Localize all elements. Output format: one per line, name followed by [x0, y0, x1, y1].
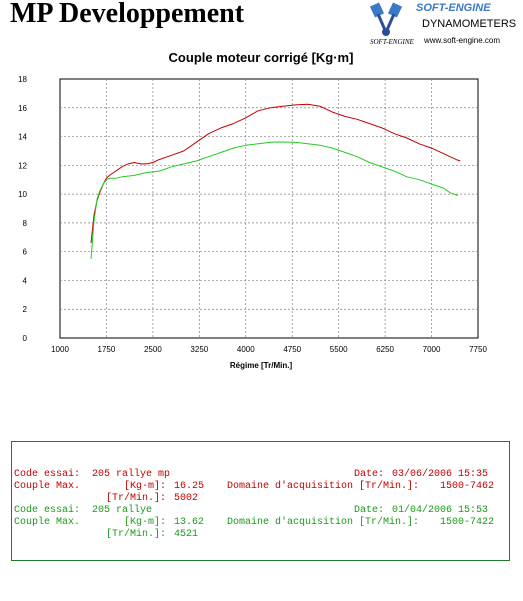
pistons-icon [369, 2, 403, 36]
x-tick-label: 5500 [330, 345, 348, 354]
record-1-line-3: [Tr/Min.]: 5002 [14, 493, 493, 505]
logo-url: www.soft-engine.com [423, 36, 500, 45]
y-tick-label: 6 [23, 248, 28, 257]
record-2-date-label: Date: [354, 505, 385, 516]
y-tick-label: 8 [23, 219, 28, 228]
x-tick-label: 2500 [144, 345, 162, 354]
logo-product: DYNAMOMETERS [422, 18, 516, 30]
series-line-2 [90, 141, 458, 259]
record-2-rpm-unit: [Tr/Min.]: [106, 529, 167, 540]
record-2-domain-value: 1500-7422 [440, 517, 495, 528]
page-title: MP Developpement [10, 0, 245, 29]
chart-title: Couple moteur corrigé [Kg·m] [169, 50, 354, 65]
record-2-couple-unit: [Kg·m]: [124, 517, 167, 528]
record-1-date-value: 03/06/2006 15:35 [392, 469, 489, 480]
x-tick-label: 6250 [376, 345, 394, 354]
y-tick-label: 12 [18, 161, 27, 170]
test-info-box: Code essai: 205 rallye mp Date: 03/06/20… [11, 441, 510, 561]
record-1-code-label: Code essai: [14, 469, 81, 480]
x-tick-label: 1750 [98, 345, 116, 354]
record-2-rpm-value: 4521 [174, 529, 199, 540]
x-tick-label: 7000 [423, 345, 441, 354]
soft-engine-logo: SOFT-ENGINE DYNAMOMETERS SOFT-ENGINE www… [369, 2, 516, 46]
record-2-line-3: [Tr/Min.]: 4521 [14, 529, 493, 541]
record-1-couple-label: Couple Max. [14, 481, 81, 492]
record-1-line-2: Couple Max. [Kg·m]: 16.25 Domaine d'acqu… [14, 481, 495, 493]
record-1-domain-label: Domaine d'acquisition [Tr/Min.]: [227, 481, 420, 492]
record-1-couple-unit: [Kg·m]: [124, 481, 167, 492]
record-2-date-value: 01/04/2006 15:53 [392, 505, 489, 516]
record-1-code-value: 205 rallye mp [92, 469, 171, 480]
record-2-couple-label: Couple Max. [14, 517, 81, 528]
x-tick-label: 7750 [469, 345, 487, 354]
x-tick-label: 1000 [51, 345, 69, 354]
logo-signature: SOFT-ENGINE [370, 38, 415, 46]
y-tick-label: 14 [18, 133, 27, 142]
x-tick-label: 3250 [190, 345, 208, 354]
record-1-domain-value: 1500-7462 [440, 481, 495, 492]
record-1-date-label: Date: [354, 469, 385, 480]
y-tick-label: 10 [18, 190, 27, 199]
record-2-line-1: Code essai: 205 rallye Date: 01/04/2006 … [14, 505, 493, 517]
x-tick-label: 4000 [237, 345, 255, 354]
y-tick-label: 4 [23, 276, 28, 285]
series-lines [90, 103, 461, 259]
record-2-couple-value: 13.62 [174, 517, 205, 528]
axis-ticks: 1000 1750 2500 3250 4000 4750 5500 6250 7000 7750… [18, 75, 487, 354]
record-2-domain-label: Domaine d'acquisition [Tr/Min.]: [227, 517, 420, 528]
series-line-1 [90, 103, 461, 244]
y-tick-label: 18 [18, 75, 27, 84]
x-axis-label: Régime [Tr/Min.] [230, 361, 293, 370]
torque-chart: Couple moteur corrigé [Kg·m] 1000 1750 250… [18, 50, 487, 370]
record-2-code-label: Code essai: [14, 505, 81, 516]
y-tick-label: 0 [23, 334, 28, 343]
record-1-rpm-unit: [Tr/Min.]: [106, 493, 167, 504]
record-1-couple-value: 16.25 [174, 481, 205, 492]
x-tick-label: 4750 [283, 345, 301, 354]
logo-brand: SOFT-ENGINE [416, 2, 491, 14]
record-2-code-value: 205 rallye [92, 505, 153, 516]
y-tick-label: 16 [18, 104, 27, 113]
record-1-rpm-value: 5002 [174, 493, 199, 504]
grid-lines [60, 79, 478, 338]
y-tick-label: 2 [23, 305, 28, 314]
plot-area [59, 78, 479, 339]
record-1-line-1: Code essai: 205 rallye mp Date: 03/06/20… [14, 469, 493, 481]
record-2-line-2: Couple Max. [Kg·m]: 13.62 Domaine d'acqu… [14, 517, 495, 529]
